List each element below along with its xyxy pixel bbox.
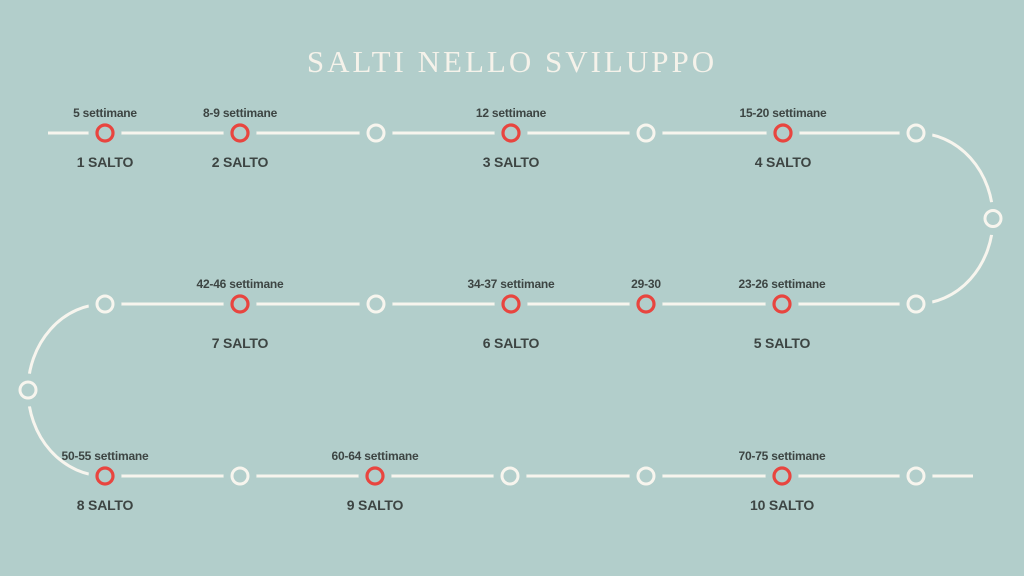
plain-node: [636, 123, 656, 143]
milestone-node: [501, 123, 521, 143]
weeks-label: 15-20 settimane: [739, 106, 827, 120]
milestone-node: [230, 294, 250, 314]
weeks-label: 60-64 settimane: [331, 449, 419, 463]
weeks-label: 12 settimane: [475, 106, 547, 120]
salto-label: 4 SALTO: [754, 154, 812, 170]
plain-node: [500, 466, 520, 486]
plain-node: [636, 466, 656, 486]
milestone-node: [501, 294, 521, 314]
weeks-label: 42-46 settimane: [196, 277, 284, 291]
plain-node: [366, 123, 386, 143]
salto-label: 5 SALTO: [753, 335, 811, 351]
salto-label: 3 SALTO: [482, 154, 540, 170]
milestone-node: [95, 123, 115, 143]
plain-node: [366, 294, 386, 314]
plain-node: [18, 380, 38, 400]
milestone-node: [230, 123, 250, 143]
weeks-label: 50-55 settimane: [61, 449, 149, 463]
salto-label: 7 SALTO: [211, 335, 269, 351]
milestone-node: [95, 466, 115, 486]
plain-node: [95, 294, 115, 314]
salto-label: 6 SALTO: [482, 335, 540, 351]
salto-label: 8 SALTO: [76, 497, 134, 513]
milestone-node: [772, 294, 792, 314]
weeks-label: 23-26 settimane: [738, 277, 826, 291]
weeks-label: 8-9 settimane: [202, 106, 278, 120]
milestone-node: [773, 123, 793, 143]
salto-label: 9 SALTO: [346, 497, 404, 513]
plain-node: [906, 466, 926, 486]
page-title: SALTI NELLO SVILUPPO: [306, 44, 718, 79]
weeks-label: 34-37 settimane: [467, 277, 555, 291]
plain-node: [906, 123, 926, 143]
weeks-label: 70-75 settimane: [738, 449, 826, 463]
plain-node: [983, 209, 1003, 228]
salto-label: 1 SALTO: [76, 154, 134, 170]
milestone-node: [636, 294, 656, 314]
weeks-label: 29-30: [631, 277, 661, 291]
milestone-node: [772, 466, 792, 486]
salto-label: 2 SALTO: [211, 154, 269, 170]
milestone-node: [365, 466, 385, 486]
weeks-label: 5 settimane: [73, 106, 137, 120]
plain-node: [230, 466, 250, 486]
salto-label: 10 SALTO: [749, 497, 815, 513]
plain-node: [906, 294, 926, 314]
